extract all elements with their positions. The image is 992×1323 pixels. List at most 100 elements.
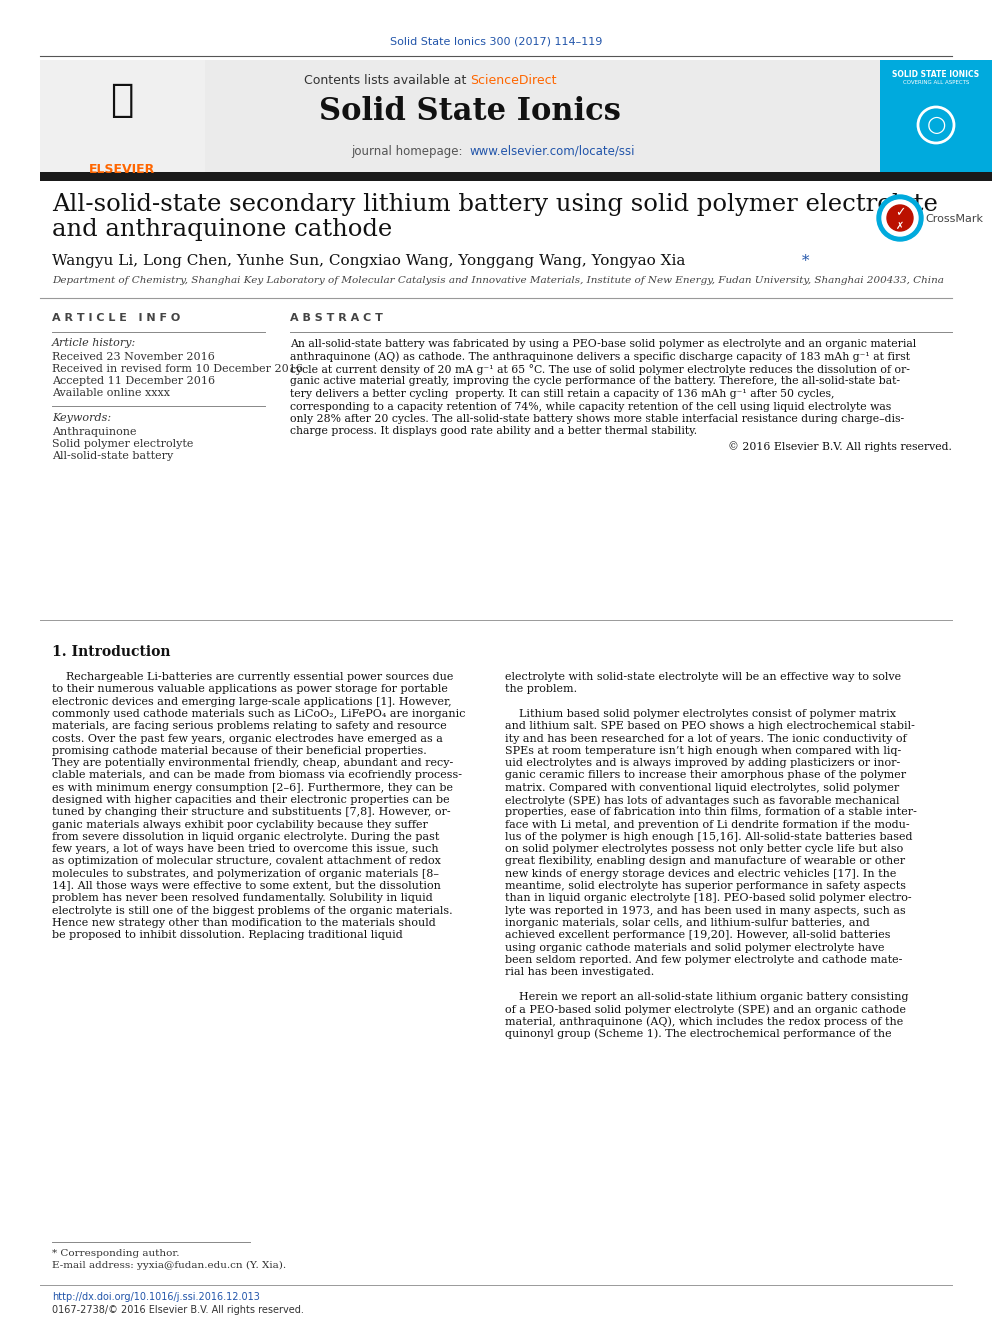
Text: All-solid-state battery: All-solid-state battery [52,451,174,460]
Text: new kinds of energy storage devices and electric vehicles [17]. In the: new kinds of energy storage devices and … [505,869,897,878]
Text: Herein we report an all-solid-state lithium organic battery consisting: Herein we report an all-solid-state lith… [505,992,909,1002]
Text: http://dx.doi.org/10.1016/j.ssi.2016.12.013: http://dx.doi.org/10.1016/j.ssi.2016.12.… [52,1293,260,1302]
Text: Article history:: Article history: [52,337,136,348]
Text: Keywords:: Keywords: [52,413,111,423]
Text: few years, a lot of ways have been tried to overcome this issue, such: few years, a lot of ways have been tried… [52,844,438,855]
Circle shape [877,194,923,241]
Text: Solid State Ionics 300 (2017) 114–119: Solid State Ionics 300 (2017) 114–119 [390,36,602,46]
Text: Received 23 November 2016: Received 23 November 2016 [52,352,215,363]
Bar [40,172,992,181]
Text: electronic devices and emerging large-scale applications [1]. However,: electronic devices and emerging large-sc… [52,697,451,706]
Text: Lithium based solid polymer electrolytes consist of polymer matrix: Lithium based solid polymer electrolytes… [505,709,896,718]
Text: All-solid-state secondary lithium battery using solid polymer electrolyte: All-solid-state secondary lithium batter… [52,193,937,216]
Text: *: * [797,254,809,269]
Bar [880,60,992,172]
Text: * Corresponding author.: * Corresponding author. [52,1249,180,1258]
Text: uid electrolytes and is always improved by adding plasticizers or inor-: uid electrolytes and is always improved … [505,758,901,769]
Text: Wangyu Li, Long Chen, Yunhe Sun, Congxiao Wang, Yonggang Wang, Yongyao Xia: Wangyu Li, Long Chen, Yunhe Sun, Congxia… [52,254,685,269]
Text: anthraquinone (AQ) as cathode. The anthraquinone delivers a specific discharge c: anthraquinone (AQ) as cathode. The anthr… [290,352,910,363]
Text: rial has been investigated.: rial has been investigated. [505,967,655,978]
Circle shape [887,205,913,232]
Text: quinonyl group (Scheme 1). The electrochemical performance of the: quinonyl group (Scheme 1). The electroch… [505,1029,892,1040]
Text: properties, ease of fabrication into thin films, formation of a stable inter-: properties, ease of fabrication into thi… [505,807,917,818]
Text: charge process. It displays good rate ability and a better thermal stability.: charge process. It displays good rate ab… [290,426,697,437]
Text: corresponding to a capacity retention of 74%, while capacity retention of the ce: corresponding to a capacity retention of… [290,401,891,411]
Text: es with minimum energy consumption [2–6]. Furthermore, they can be: es with minimum energy consumption [2–6]… [52,783,453,792]
Text: designed with higher capacities and their electronic properties can be: designed with higher capacities and thei… [52,795,449,804]
Text: ScienceDirect: ScienceDirect [470,74,557,87]
Text: than in liquid organic electrolyte [18]. PEO-based solid polymer electro-: than in liquid organic electrolyte [18].… [505,893,912,904]
Text: only 28% after 20 cycles. The all-solid-state battery shows more stable interfac: only 28% after 20 cycles. The all-solid-… [290,414,904,423]
Text: great flexibility, enabling design and manufacture of wearable or other: great flexibility, enabling design and m… [505,856,905,867]
Text: www.elsevier.com/locate/ssi: www.elsevier.com/locate/ssi [470,146,636,157]
Text: cycle at current density of 20 mA g⁻¹ at 65 °C. The use of solid polymer electro: cycle at current density of 20 mA g⁻¹ at… [290,364,910,374]
Text: lyte was reported in 1973, and has been used in many aspects, such as: lyte was reported in 1973, and has been … [505,906,906,916]
Text: as optimization of molecular structure, covalent attachment of redox: as optimization of molecular structure, … [52,856,440,867]
Text: 🌳: 🌳 [110,81,134,119]
Text: and anthraquinone cathode: and anthraquinone cathode [52,218,392,241]
Text: Received in revised form 10 December 2016: Received in revised form 10 December 201… [52,364,303,374]
Text: on solid polymer electrolytes possess not only better cycle life but also: on solid polymer electrolytes possess no… [505,844,904,855]
Bar [40,60,205,172]
Text: Anthraquinone: Anthraquinone [52,427,137,437]
Text: problem has never been resolved fundamentally. Solubility in liquid: problem has never been resolved fundamen… [52,893,433,904]
Text: A B S T R A C T: A B S T R A C T [290,314,383,323]
Text: ganic ceramic fillers to increase their amorphous phase of the polymer: ganic ceramic fillers to increase their … [505,770,906,781]
Text: SOLID STATE IONICS: SOLID STATE IONICS [893,70,979,79]
Text: costs. Over the past few years, organic electrodes have emerged as a: costs. Over the past few years, organic … [52,733,442,744]
Text: COVERING ALL ASPECTS: COVERING ALL ASPECTS [903,79,969,85]
Bar [40,60,880,172]
Text: Department of Chemistry, Shanghai Key Laboratory of Molecular Catalysis and Inno: Department of Chemistry, Shanghai Key La… [52,277,943,284]
Text: ity and has been researched for a lot of years. The ionic conductivity of: ity and has been researched for a lot of… [505,733,907,744]
Text: to their numerous valuable applications as power storage for portable: to their numerous valuable applications … [52,684,447,695]
Circle shape [882,200,918,235]
Text: using organic cathode materials and solid polymer electrolyte have: using organic cathode materials and soli… [505,942,885,953]
Text: SPEs at room temperature isn’t high enough when compared with liq-: SPEs at room temperature isn’t high enou… [505,746,902,755]
Text: and lithium salt. SPE based on PEO shows a high electrochemical stabil-: and lithium salt. SPE based on PEO shows… [505,721,915,732]
Text: 1. Introduction: 1. Introduction [52,646,171,659]
Text: face with Li metal, and prevention of Li dendrite formation if the modu-: face with Li metal, and prevention of Li… [505,820,910,830]
Text: inorganic materials, solar cells, and lithium-sulfur batteries, and: inorganic materials, solar cells, and li… [505,918,870,927]
Text: tuned by changing their structure and substituents [7,8]. However, or-: tuned by changing their structure and su… [52,807,450,818]
Text: materials, are facing serious problems relating to safety and resource: materials, are facing serious problems r… [52,721,446,732]
Text: © 2016 Elsevier B.V. All rights reserved.: © 2016 Elsevier B.V. All rights reserved… [728,441,952,451]
Text: the problem.: the problem. [505,684,577,695]
Text: 0167-2738/© 2016 Elsevier B.V. All rights reserved.: 0167-2738/© 2016 Elsevier B.V. All right… [52,1304,304,1315]
Text: Contents lists available at: Contents lists available at [304,74,470,87]
Text: achieved excellent performance [19,20]. However, all-solid batteries: achieved excellent performance [19,20]. … [505,930,891,941]
Text: promising cathode material because of their beneficial properties.: promising cathode material because of th… [52,746,427,755]
Text: ○: ○ [927,115,945,135]
Text: be proposed to inhibit dissolution. Replacing traditional liquid: be proposed to inhibit dissolution. Repl… [52,930,403,941]
Text: electrolyte is still one of the biggest problems of the organic materials.: electrolyte is still one of the biggest … [52,906,452,916]
Text: from severe dissolution in liquid organic electrolyte. During the past: from severe dissolution in liquid organi… [52,832,439,841]
Text: ✓: ✓ [895,206,906,220]
Text: ganic active material greatly, improving the cycle performance of the battery. T: ganic active material greatly, improving… [290,377,900,386]
Text: electrolyte with solid-state electrolyte will be an effective way to solve: electrolyte with solid-state electrolyte… [505,672,901,681]
Text: CrossMark: CrossMark [925,214,983,224]
Text: of a PEO-based solid polymer electrolyte (SPE) and an organic cathode: of a PEO-based solid polymer electrolyte… [505,1004,906,1015]
Text: 14]. All those ways were effective to some extent, but the dissolution: 14]. All those ways were effective to so… [52,881,440,892]
Text: journal homepage:: journal homepage: [351,146,470,157]
Text: lus of the polymer is high enough [15,16]. All-solid-state batteries based: lus of the polymer is high enough [15,16… [505,832,913,841]
Text: been seldom reported. And few polymer electrolyte and cathode mate-: been seldom reported. And few polymer el… [505,955,903,964]
Text: ✗: ✗ [896,221,904,232]
Text: An all-solid-state battery was fabricated by using a PEO-base solid polymer as e: An all-solid-state battery was fabricate… [290,339,917,349]
Text: Rechargeable Li-batteries are currently essential power sources due: Rechargeable Li-batteries are currently … [52,672,453,681]
Text: They are potentially environmental friendly, cheap, abundant and recy-: They are potentially environmental frien… [52,758,453,769]
Text: Solid State Ionics: Solid State Ionics [319,97,621,127]
Text: material, anthraquinone (AQ), which includes the redox process of the: material, anthraquinone (AQ), which incl… [505,1016,904,1027]
Text: molecules to substrates, and polymerization of organic materials [8–: molecules to substrates, and polymerizat… [52,869,439,878]
Text: ELSEVIER: ELSEVIER [89,163,155,176]
Text: A R T I C L E   I N F O: A R T I C L E I N F O [52,314,181,323]
Text: commonly used cathode materials such as LiCoO₂, LiFePO₄ are inorganic: commonly used cathode materials such as … [52,709,465,718]
Text: clable materials, and can be made from biomass via ecofriendly process-: clable materials, and can be made from b… [52,770,462,781]
Text: matrix. Compared with conventional liquid electrolytes, solid polymer: matrix. Compared with conventional liqui… [505,783,900,792]
Text: tery delivers a better cycling  property. It can still retain a capacity of 136 : tery delivers a better cycling property.… [290,389,834,400]
Text: Solid polymer electrolyte: Solid polymer electrolyte [52,439,193,448]
Text: Available online xxxx: Available online xxxx [52,388,170,398]
Text: E-mail address: yyxia@fudan.edu.cn (Y. Xia).: E-mail address: yyxia@fudan.edu.cn (Y. X… [52,1261,286,1270]
Text: Hence new strategy other than modification to the materials should: Hence new strategy other than modificati… [52,918,435,927]
Text: meantime, solid electrolyte has superior performance in safety aspects: meantime, solid electrolyte has superior… [505,881,906,892]
Text: electrolyte (SPE) has lots of advantages such as favorable mechanical: electrolyte (SPE) has lots of advantages… [505,795,900,806]
Text: Accepted 11 December 2016: Accepted 11 December 2016 [52,376,215,386]
